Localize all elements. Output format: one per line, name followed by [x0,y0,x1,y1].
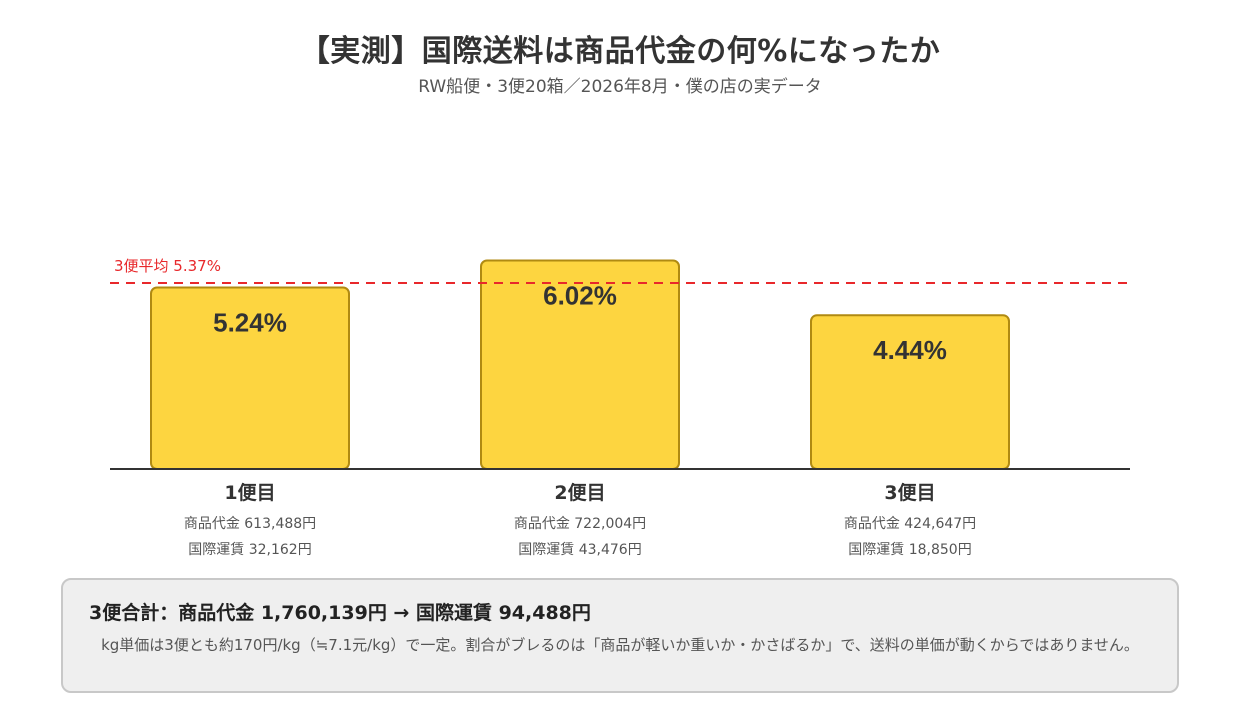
category-label: 1便目 [224,482,275,504]
chart-title: 【実測】国際送料は商品代金の何%になったか [299,34,941,69]
category-label: 3便目 [884,482,935,504]
bar-value-label: 6.02% [543,280,617,310]
summary-box: 3便合計：商品代金 1,760,139円 → 国際運賃 94,488円 kg単価… [61,578,1179,693]
bar-value-label: 4.44% [873,335,947,365]
goods-amount-label: 商品代金 722,004円 [514,516,646,532]
goods-amount-label: 商品代金 424,647円 [844,516,976,532]
freight-amount-label: 国際運賃 18,850円 [848,542,971,558]
bar-value-label: 5.24% [213,307,287,337]
category-label: 2便目 [554,482,605,504]
freight-amount-label: 国際運賃 32,162円 [188,542,311,558]
average-line-label: 3便平均 5.37% [114,257,221,275]
chart-subtitle: RW船便・3便20箱／2026年8月・僕の店の実データ [418,77,822,97]
freight-amount-label: 国際運賃 43,476円 [518,542,641,558]
summary-note: kg単価は3便とも約170円/kg（≒7.1元/kg）で一定。割合がブレるのは「… [101,636,1139,654]
summary-title: 3便合計：商品代金 1,760,139円 → 国際運賃 94,488円 [89,602,591,624]
goods-amount-label: 商品代金 613,488円 [184,516,316,532]
